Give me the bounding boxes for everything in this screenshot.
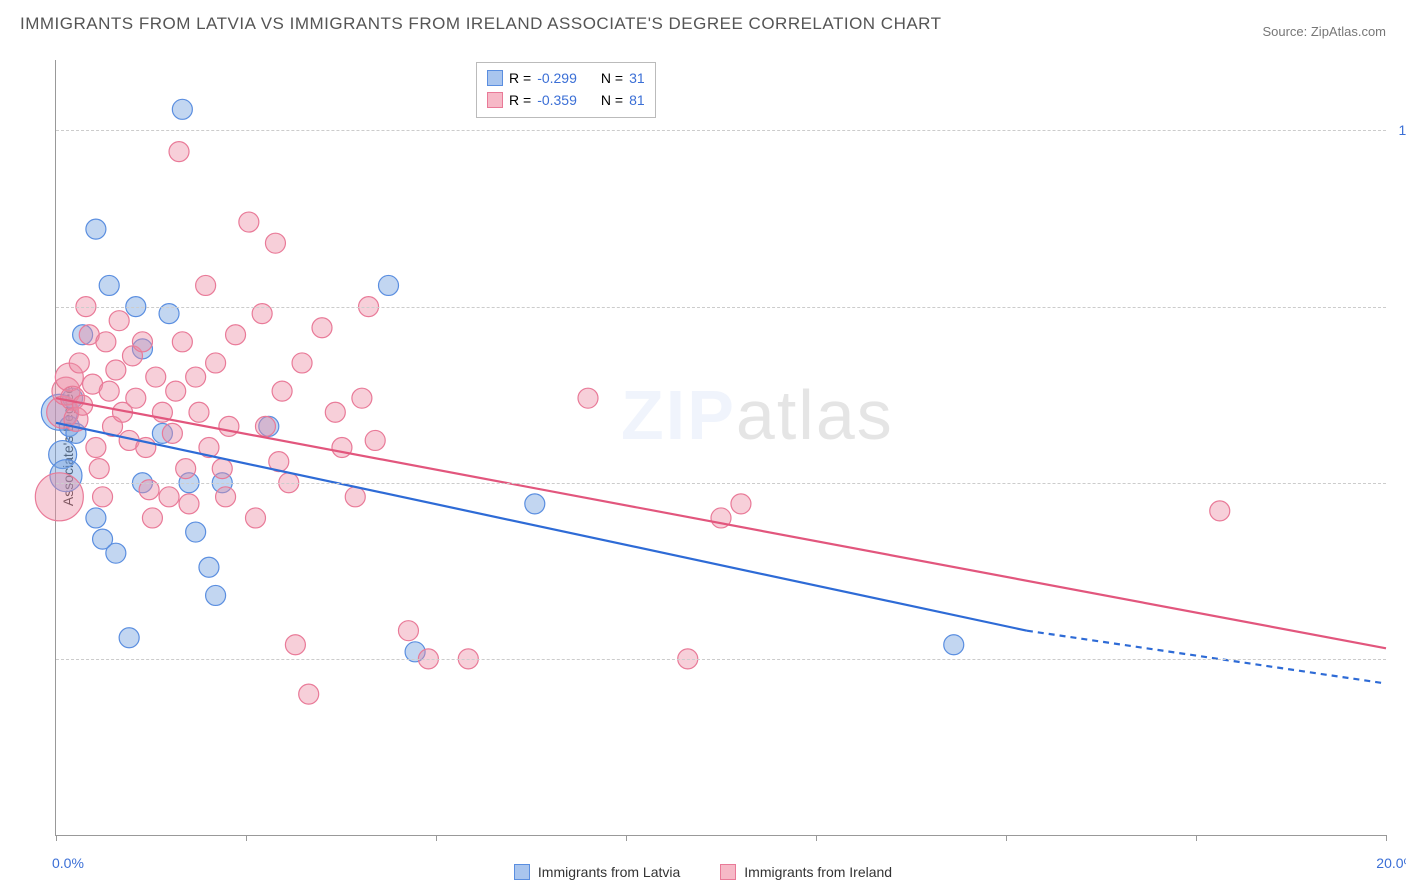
data-point-latvia — [119, 628, 139, 648]
data-point-ireland — [189, 402, 209, 422]
data-point-ireland — [345, 487, 365, 507]
x-tick — [246, 835, 247, 841]
data-point-ireland — [179, 494, 199, 514]
data-point-ireland — [96, 332, 116, 352]
data-point-ireland — [93, 487, 113, 507]
data-point-ireland — [352, 388, 372, 408]
data-point-ireland — [226, 325, 246, 345]
data-point-ireland — [365, 430, 385, 450]
data-point-latvia — [186, 522, 206, 542]
data-point-ireland — [176, 459, 196, 479]
data-point-ireland — [69, 353, 89, 373]
chart-svg — [56, 60, 1386, 835]
data-point-ireland — [216, 487, 236, 507]
data-point-ireland — [159, 487, 179, 507]
data-point-ireland — [332, 438, 352, 458]
data-point-ireland — [731, 494, 751, 514]
grid-line — [56, 659, 1386, 660]
data-point-latvia — [86, 508, 106, 528]
data-point-latvia — [172, 99, 192, 119]
x-tick — [1196, 835, 1197, 841]
data-point-latvia — [206, 585, 226, 605]
data-point-ireland — [126, 388, 146, 408]
y-tick-label: 75.0% — [1396, 299, 1406, 315]
grid-line — [56, 483, 1386, 484]
bottom-legend-swatch-1 — [720, 864, 736, 880]
data-point-ireland — [219, 416, 239, 436]
data-point-ireland — [172, 332, 192, 352]
data-point-ireland — [246, 508, 266, 528]
bottom-legend-item-0: Immigrants from Latvia — [514, 864, 680, 880]
data-point-ireland — [255, 416, 275, 436]
source-label: Source: ZipAtlas.com — [1262, 24, 1386, 39]
data-point-ireland — [35, 473, 83, 521]
data-point-ireland — [106, 360, 126, 380]
data-point-ireland — [325, 402, 345, 422]
x-tick — [1386, 835, 1387, 841]
bottom-legend: Immigrants from Latvia Immigrants from I… — [0, 864, 1406, 880]
data-point-ireland — [212, 459, 232, 479]
data-point-ireland — [186, 367, 206, 387]
data-point-ireland — [142, 508, 162, 528]
bottom-legend-swatch-0 — [514, 864, 530, 880]
data-point-latvia — [86, 219, 106, 239]
data-point-ireland — [299, 684, 319, 704]
chart-title: IMMIGRANTS FROM LATVIA VS IMMIGRANTS FRO… — [20, 14, 942, 34]
data-point-ireland — [196, 275, 216, 295]
data-point-latvia — [199, 557, 219, 577]
bottom-legend-label-0: Immigrants from Latvia — [538, 864, 680, 880]
data-point-ireland — [206, 353, 226, 373]
grid-line — [56, 307, 1386, 308]
grid-line — [56, 130, 1386, 131]
data-point-ireland — [89, 459, 109, 479]
x-tick — [56, 835, 57, 841]
y-tick-label: 100.0% — [1396, 122, 1406, 138]
x-tick — [816, 835, 817, 841]
data-point-latvia — [106, 543, 126, 563]
bottom-legend-label-1: Immigrants from Ireland — [744, 864, 892, 880]
data-point-ireland — [132, 332, 152, 352]
y-tick-label: 25.0% — [1396, 651, 1406, 667]
plot-area: R = -0.299 N = 31 R = -0.359 N = 81 ZIPa… — [55, 60, 1386, 836]
data-point-ireland — [146, 367, 166, 387]
data-point-ireland — [312, 318, 332, 338]
data-point-ireland — [292, 353, 312, 373]
data-point-ireland — [265, 233, 285, 253]
data-point-ireland — [578, 388, 598, 408]
x-tick — [626, 835, 627, 841]
data-point-ireland — [162, 423, 182, 443]
y-tick-label: 50.0% — [1396, 475, 1406, 491]
data-point-ireland — [239, 212, 259, 232]
data-point-latvia — [944, 635, 964, 655]
data-point-ireland — [109, 311, 129, 331]
data-point-latvia — [99, 275, 119, 295]
data-point-ireland — [99, 381, 119, 401]
data-point-ireland — [169, 142, 189, 162]
bottom-legend-item-1: Immigrants from Ireland — [720, 864, 892, 880]
data-point-ireland — [272, 381, 292, 401]
data-point-ireland — [166, 381, 186, 401]
data-point-ireland — [398, 621, 418, 641]
x-tick — [436, 835, 437, 841]
x-tick — [1006, 835, 1007, 841]
data-point-latvia — [525, 494, 545, 514]
data-point-ireland — [86, 438, 106, 458]
data-point-latvia — [379, 275, 399, 295]
data-point-ireland — [1210, 501, 1230, 521]
data-point-ireland — [285, 635, 305, 655]
